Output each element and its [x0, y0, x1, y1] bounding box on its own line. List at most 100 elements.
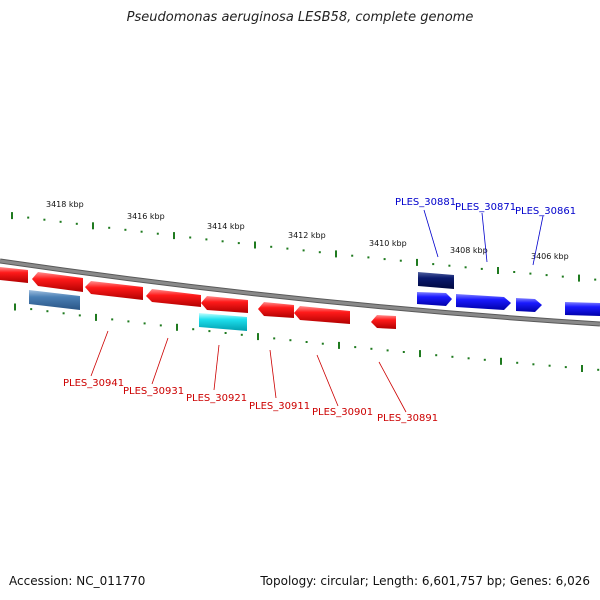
gene-arrow[interactable]	[456, 294, 511, 310]
minor-tick	[189, 236, 192, 239]
gene-block[interactable]	[199, 313, 247, 331]
minor-tick	[75, 222, 78, 225]
gene-label[interactable]: PLES_30881	[395, 197, 456, 208]
coordinate-label: 3416 kbp	[127, 212, 165, 221]
minor-tick	[43, 218, 46, 221]
major-tick	[419, 350, 421, 358]
gene-label[interactable]: PLES_30871	[455, 202, 516, 213]
minor-tick	[545, 274, 548, 277]
gene-label[interactable]: PLES_30901	[312, 407, 373, 418]
minor-tick	[273, 337, 276, 340]
minor-tick	[483, 358, 486, 361]
gene-arrow[interactable]	[258, 302, 294, 318]
minor-tick	[205, 238, 208, 241]
minor-tick	[480, 267, 483, 270]
gene-arrow[interactable]	[201, 296, 248, 313]
minor-tick	[467, 357, 470, 360]
gene-arrow[interactable]	[294, 306, 350, 324]
gene-label[interactable]: PLES_30941	[63, 378, 124, 389]
major-tick	[335, 250, 337, 258]
gene-arrow[interactable]	[146, 289, 201, 307]
leader-line	[481, 212, 488, 263]
inner-coordinate-ticks	[14, 303, 600, 372]
major-tick	[254, 241, 256, 249]
minor-tick	[370, 347, 373, 350]
minor-tick	[192, 328, 195, 331]
gene-label[interactable]: PLES_30911	[249, 401, 310, 412]
minor-tick	[383, 258, 386, 261]
minor-tick	[78, 314, 81, 317]
minor-tick	[594, 278, 597, 281]
minor-tick	[224, 332, 227, 334]
minor-tick	[367, 256, 370, 259]
minor-tick	[399, 259, 402, 262]
minor-tick	[62, 312, 65, 315]
major-tick	[11, 212, 13, 220]
reverse-strand-genes	[0, 267, 396, 329]
gene-block[interactable]	[418, 272, 454, 289]
page-title: Pseudomonas aeruginosa LESB58, complete …	[126, 10, 474, 25]
minor-tick	[127, 320, 130, 323]
gene-arrow[interactable]	[32, 272, 83, 292]
minor-tick	[451, 355, 454, 358]
minor-tick	[305, 341, 308, 343]
forward-strand-genes	[417, 292, 600, 316]
major-tick	[257, 333, 259, 341]
major-tick	[173, 232, 175, 240]
minor-tick	[321, 342, 324, 345]
minor-tick	[597, 368, 600, 371]
minor-tick	[548, 364, 551, 367]
gene-label[interactable]: PLES_30931	[123, 386, 184, 397]
minor-tick	[529, 272, 532, 275]
minor-tick	[561, 275, 564, 278]
minor-tick	[159, 324, 162, 327]
coordinate-label: 3414 kbp	[207, 222, 245, 231]
gene-arrow[interactable]	[565, 302, 600, 316]
major-tick	[95, 313, 97, 321]
topology-text: Topology: circular; Length: 6,601,757 bp…	[260, 574, 590, 588]
outer-coordinate-ticks	[11, 212, 597, 282]
coordinate-label: 3408 kbp	[450, 246, 488, 255]
coordinate-label: 3410 kbp	[369, 239, 407, 248]
minor-tick	[30, 308, 33, 311]
coordinate-labels: 3418 kbp 3416 kbp 3414 kbp 3412 kbp 3410…	[46, 200, 569, 261]
major-tick	[176, 323, 178, 331]
gene-label[interactable]: PLES_30921	[186, 393, 247, 404]
gene-arrow[interactable]	[516, 298, 542, 312]
minor-tick	[124, 228, 127, 231]
gene-arrow[interactable]	[371, 315, 396, 329]
minor-tick	[140, 230, 143, 233]
leader-line	[269, 349, 277, 399]
minor-tick	[432, 263, 435, 266]
gene-arrow[interactable]	[0, 267, 28, 283]
coordinate-label: 3418 kbp	[46, 200, 84, 209]
leader-line	[151, 337, 169, 385]
minor-tick	[108, 226, 111, 229]
minor-tick	[111, 318, 114, 321]
major-tick	[497, 267, 499, 274]
gene-label[interactable]: PLES_30861	[515, 206, 576, 217]
gene-arrow[interactable]	[417, 292, 452, 306]
minor-tick	[354, 346, 357, 349]
minor-tick	[59, 220, 62, 223]
minor-tick	[351, 254, 354, 257]
minor-tick	[156, 232, 159, 235]
minor-tick	[240, 333, 243, 336]
accession-text: Accession: NC_011770	[9, 574, 146, 588]
leader-line	[90, 330, 109, 377]
minor-tick	[286, 247, 289, 250]
gene-arrow[interactable]	[85, 281, 143, 300]
minor-tick	[448, 264, 451, 267]
highlighted-genes	[29, 272, 454, 331]
minor-tick	[402, 351, 405, 353]
minor-tick	[302, 249, 305, 252]
major-tick	[338, 341, 340, 349]
minor-tick	[208, 330, 211, 333]
coordinate-label: 3406 kbp	[531, 252, 569, 261]
gene-label[interactable]: PLES_30891	[377, 413, 438, 424]
major-tick	[578, 274, 580, 282]
minor-tick	[513, 271, 516, 273]
minor-tick	[532, 363, 535, 366]
gene-block[interactable]	[29, 290, 80, 310]
